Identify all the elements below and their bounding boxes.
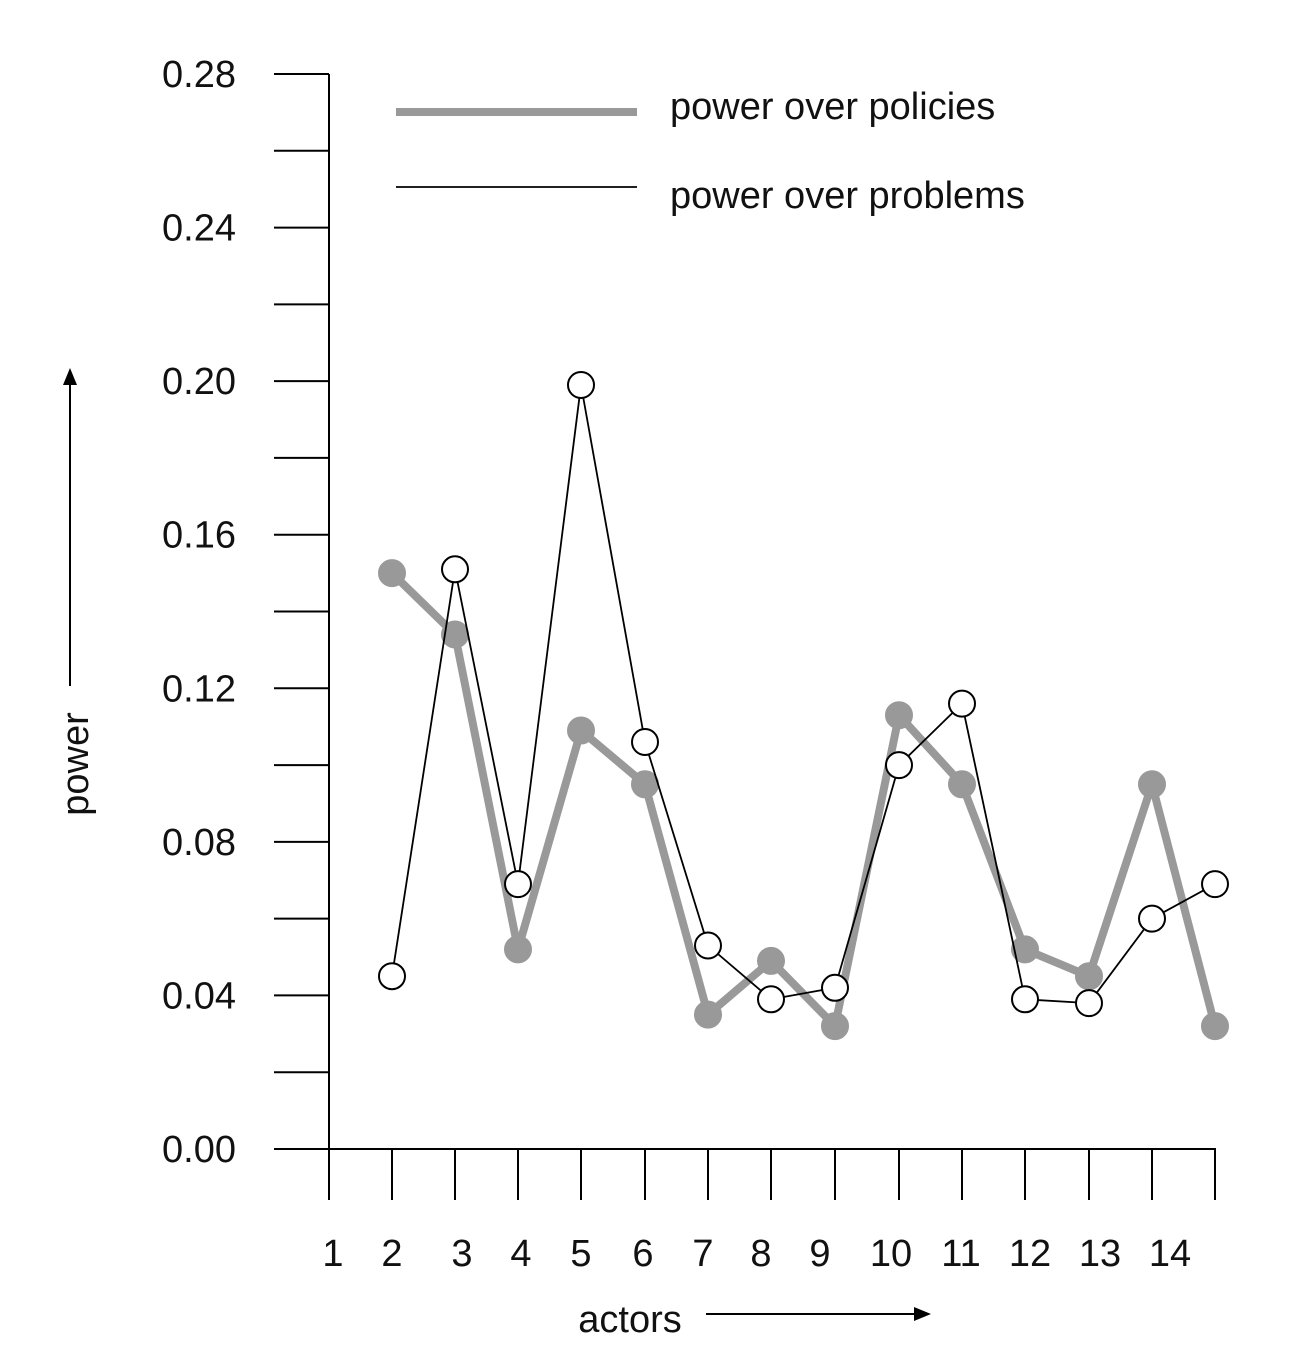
legend-label-policies: power over policies: [670, 86, 995, 128]
data-point: [885, 751, 913, 780]
y-axis-title: power: [55, 712, 97, 816]
data-point: [567, 716, 595, 745]
data-point: [504, 870, 532, 899]
ticks: 0.00 0.04 0.08 0.12 0.16 0.20 0.24 0.28 1 2 3 4 5 6 7 8…: [162, 54, 1216, 1275]
data-point: [1201, 870, 1229, 899]
legend: power over policies power over problems: [396, 86, 1025, 217]
data-point: [948, 689, 976, 718]
data-point: [1075, 962, 1103, 991]
data-point: [885, 701, 913, 730]
series-layer: [378, 371, 1229, 1041]
y-tick-label: 0.00: [162, 1129, 236, 1171]
data-point: [631, 728, 659, 756]
x-tick-label: 11: [941, 1233, 980, 1275]
x-tick-label: 3: [451, 1233, 472, 1275]
data-point: [504, 935, 532, 964]
series-problems: [378, 371, 1229, 1018]
data-point: [441, 555, 469, 584]
x-tick-label: 14: [1149, 1233, 1191, 1275]
data-point: [948, 770, 976, 799]
series-line: [391, 384, 1216, 1004]
x-tick-label: 4: [510, 1233, 531, 1275]
y-tick-label: 0.20: [162, 361, 236, 403]
y-axis-arrowhead: [63, 368, 77, 385]
y-tick-label: 0.04: [162, 975, 236, 1017]
axis-titles: actors power: [55, 368, 931, 1341]
x-tick-label: 2: [381, 1233, 402, 1275]
data-point: [821, 973, 849, 1002]
data-point: [631, 770, 659, 799]
data-point: [378, 962, 406, 991]
data-point: [757, 985, 785, 1014]
data-point: [694, 1000, 722, 1029]
data-point: [1011, 985, 1039, 1014]
y-tick-label: 0.08: [162, 822, 236, 864]
x-tick-label: 6: [632, 1233, 653, 1275]
x-axis-arrowhead: [914, 1307, 931, 1321]
y-tick-label: 0.16: [162, 515, 236, 557]
x-tick-label: 13: [1079, 1233, 1121, 1275]
y-tick-label: 0.12: [162, 668, 236, 710]
data-point: [1201, 1012, 1229, 1041]
x-tick-label: 12: [1009, 1233, 1051, 1275]
data-point: [1138, 770, 1166, 799]
x-tick-label: 8: [750, 1233, 771, 1275]
data-point: [1138, 904, 1166, 933]
data-point: [821, 1012, 849, 1041]
data-point: [1011, 935, 1039, 964]
x-tick-label: 7: [692, 1233, 713, 1275]
series-policies: [378, 559, 1229, 1041]
y-tick-label: 0.28: [162, 54, 236, 96]
legend-label-problems: power over problems: [670, 175, 1025, 217]
y-tick-label: 0.24: [162, 208, 236, 250]
data-point: [757, 946, 785, 975]
x-tick-label: 5: [570, 1233, 591, 1275]
x-tick-label: 9: [809, 1233, 830, 1275]
x-axis-title: actors: [578, 1299, 681, 1341]
axes: [274, 74, 1216, 1200]
x-tick-label: 1: [322, 1233, 343, 1275]
data-point: [694, 931, 722, 960]
x-tick-label: 10: [870, 1233, 912, 1275]
data-point: [1075, 989, 1103, 1018]
data-point: [378, 559, 406, 588]
data-point: [567, 371, 595, 399]
